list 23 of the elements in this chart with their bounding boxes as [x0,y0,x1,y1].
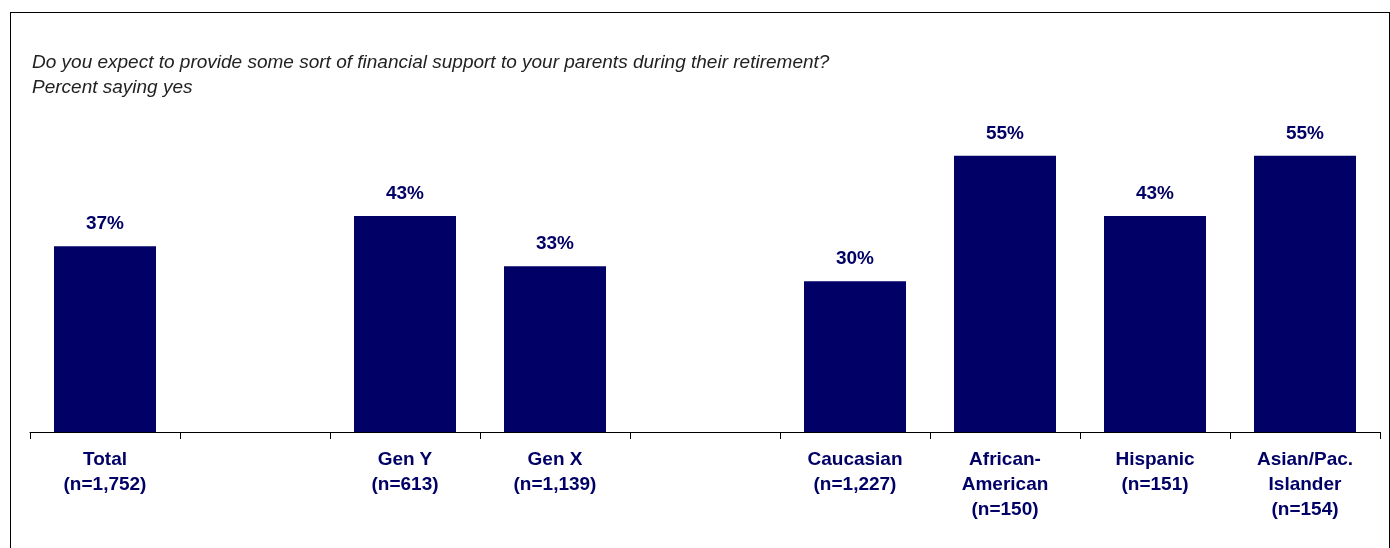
x-tick-label: Hispanic (n=151) [1115,448,1196,494]
bar [1254,155,1356,432]
data-label: 43% [385,182,425,204]
bar [354,216,456,432]
data-label: 33% [535,232,575,254]
x-tick-label: African- American (n=150) [961,448,1049,519]
data-label: 43% [1135,182,1175,204]
x-tick-label: Total (n=1,752) [63,448,147,494]
bar [954,155,1056,432]
data-label: 55% [1285,121,1325,143]
x-tick-label: Gen Y (n=613) [371,448,439,494]
x-tick-label: Gen X (n=1,139) [513,448,597,494]
bar [1104,216,1206,432]
chart-title: Do you expect to provide some sort of financial support to your parents during their retirement? [32,51,830,72]
bar [504,266,606,432]
chart-subtitle: Percent saying yes [32,76,194,97]
data-label: 30% [835,247,875,269]
data-label: 55% [985,121,1025,143]
data-label: 37% [85,212,125,234]
bar [804,281,906,432]
x-tick-label: Caucasian (n=1,227) [807,448,903,494]
x-tick-label: Asian/Pac. Islander (n=154) [1256,448,1354,519]
bar [54,246,156,432]
